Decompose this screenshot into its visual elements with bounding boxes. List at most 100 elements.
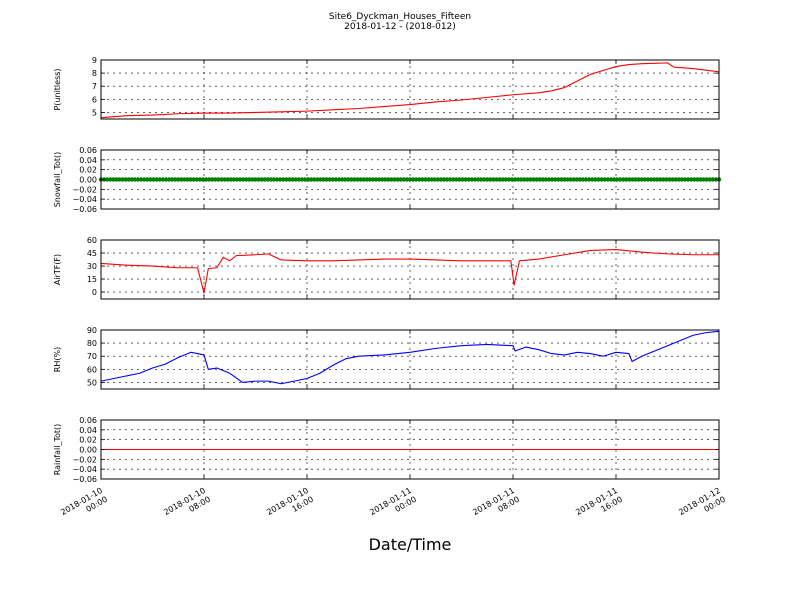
data-point	[460, 177, 465, 182]
data-point	[194, 177, 199, 182]
data-point	[688, 177, 694, 182]
data-point	[129, 177, 135, 182]
data-point	[454, 177, 459, 182]
data-point	[271, 177, 277, 182]
data-point	[142, 177, 147, 182]
data-point	[435, 177, 441, 182]
data-point	[642, 177, 648, 182]
y-tick-label: 0.02	[79, 436, 97, 445]
y-tick-label: 0.00	[79, 446, 97, 455]
data-point	[444, 177, 450, 182]
data-point	[599, 177, 604, 182]
data-point	[166, 177, 172, 182]
data-point	[661, 177, 666, 182]
data-point	[160, 177, 165, 182]
y-tick-label: 0.04	[79, 156, 97, 165]
y-axis-label: RH(%)	[53, 347, 62, 372]
data-point	[176, 177, 181, 182]
data-point	[287, 177, 292, 182]
y-tick-label: 8	[92, 69, 97, 78]
data-point	[392, 177, 397, 182]
data-point	[231, 177, 237, 182]
y-tick-label: −0.04	[72, 465, 97, 474]
data-point	[148, 177, 153, 182]
y-tick-label: 80	[87, 339, 97, 348]
data-point	[191, 177, 196, 182]
data-point	[336, 177, 342, 182]
data-point	[707, 177, 712, 182]
y-tick-label: 5	[92, 108, 97, 117]
data-point	[117, 177, 122, 182]
x-tick-label: 2018-01-1108:00	[471, 486, 521, 526]
data-point	[553, 177, 558, 182]
panels-group: 56789P(unitless)−0.06−0.04−0.020.000.020…	[53, 56, 722, 484]
x-tick-label: 2018-01-1008:00	[162, 486, 212, 526]
data-point	[583, 177, 589, 182]
y-tick-label: 90	[87, 326, 97, 335]
data-point	[420, 177, 425, 182]
data-point	[135, 177, 141, 182]
panel-frame	[100, 239, 720, 300]
data-point	[367, 177, 373, 182]
data-point	[571, 177, 576, 182]
data-point	[157, 177, 162, 182]
data-point	[290, 177, 295, 182]
data-point	[593, 177, 598, 182]
data-point	[528, 177, 533, 182]
data-point	[370, 177, 376, 182]
data-point	[441, 177, 447, 182]
data-point	[182, 177, 187, 182]
data-point	[145, 177, 150, 182]
data-point	[704, 177, 709, 182]
y-axis-label: P(unitless)	[53, 68, 62, 110]
data-point	[281, 177, 286, 182]
data-point	[577, 177, 583, 182]
data-point	[185, 177, 190, 182]
y-axis-label: AirTF(F)	[53, 254, 62, 285]
data-point	[383, 177, 388, 182]
data-point	[315, 177, 320, 182]
data-point	[234, 177, 240, 182]
data-point	[497, 177, 502, 182]
y-tick-label: 45	[87, 249, 97, 258]
series-line	[100, 248, 719, 294]
chart-title: Site6_Dyckman_Houses_Fifteen	[329, 12, 471, 22]
data-point	[562, 177, 567, 182]
data-point	[268, 177, 274, 182]
data-point	[417, 177, 422, 182]
data-point	[488, 177, 493, 182]
data-point	[250, 177, 255, 182]
y-axis-label: Rainfall_Tot()	[53, 424, 62, 476]
data-point	[253, 177, 258, 182]
data-point	[559, 177, 564, 182]
data-point	[568, 177, 573, 182]
data-point	[321, 177, 326, 182]
y-tick-label: 0.00	[79, 176, 97, 185]
panel-4: 50 60 70 80 90 RH(%)	[53, 326, 720, 390]
data-point	[179, 177, 184, 182]
data-point	[104, 177, 110, 182]
data-point	[386, 177, 391, 182]
data-point	[500, 177, 505, 182]
data-point	[698, 177, 703, 182]
data-point	[237, 177, 243, 182]
data-point	[710, 177, 716, 182]
data-point	[605, 177, 610, 182]
data-point	[645, 177, 651, 182]
data-point	[602, 177, 607, 182]
data-point	[401, 177, 407, 182]
data-point	[349, 177, 354, 182]
chart-subtitle: 2018-01-12 - (2018-012)	[344, 22, 456, 32]
data-point	[648, 177, 654, 182]
data-point	[228, 177, 233, 182]
y-axis-label: Snowfall_Tot()	[53, 152, 62, 208]
data-point	[339, 177, 345, 182]
data-point	[389, 177, 394, 182]
y-tick-label: 0.02	[79, 166, 97, 175]
y-tick-label: 0.06	[79, 416, 97, 425]
data-point	[624, 177, 629, 182]
y-tick-label: 0.06	[79, 146, 97, 155]
data-point	[213, 177, 218, 182]
data-point	[485, 177, 490, 182]
data-point	[126, 177, 132, 182]
